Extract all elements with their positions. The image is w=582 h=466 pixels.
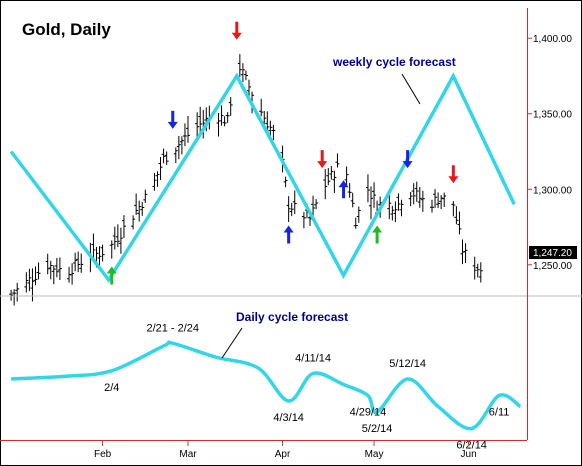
weekly-cycle-forecast-line	[9, 72, 516, 283]
x-tick-label: Mar	[179, 449, 197, 460]
cycle-arrows	[106, 21, 459, 285]
cycle-annotation-label: 5/2/14	[362, 423, 393, 435]
cycle-annotation-label: 2/21 - 2/24	[146, 322, 199, 334]
daily-label-pointer	[221, 327, 243, 359]
x-tick-label: May	[365, 449, 384, 460]
price-chart-title: Gold, Daily	[22, 20, 111, 39]
y-tick-label: 1,350.00	[533, 110, 572, 121]
cycle-annotation-label: 6/11	[489, 407, 510, 419]
y-axis-ticks: 1,400.00 1,350.00 1,300.00 1,250.00	[527, 34, 572, 272]
cycle-annotation-label: 2/4	[104, 382, 119, 394]
cycle-annotation-label: 6/2/14	[456, 440, 487, 452]
cycle-arrow-blue	[283, 225, 294, 244]
y-tick-label: 1,400.00	[533, 34, 572, 45]
daily-cycle-forecast-line	[11, 340, 522, 431]
cycle-annotation-label: 4/11/14	[295, 353, 331, 365]
x-tick-label: Feb	[94, 449, 112, 460]
cycle-annotation-label: 5/12/14	[389, 358, 426, 370]
weekly-label-pointer	[401, 73, 421, 105]
cycle-annotation-label: 4/3/14	[273, 412, 304, 424]
cycle-arrow-green	[106, 266, 117, 285]
cycle-annotation-label: 4/29/14	[350, 407, 387, 419]
x-tick-label: Jun	[461, 449, 477, 460]
last-price-box	[529, 246, 577, 259]
x-axis-ticks: Feb Mar Apr May Jun	[94, 440, 477, 460]
x-tick-label: Apr	[275, 449, 291, 460]
price-bars	[9, 54, 483, 306]
cycle-arrow-blue	[167, 110, 178, 129]
cycle-panel: Daily cycle forecast 2/4 2/21 - 2/24 4/3/1…	[11, 310, 522, 452]
cycle-arrow-blue	[338, 180, 349, 199]
cycle-arrow-red	[231, 21, 242, 40]
cycle-arrow-red	[448, 165, 459, 184]
cycle-arrow-red	[317, 150, 328, 169]
weekly-cycle-forecast-label: weekly cycle forecast	[332, 55, 456, 69]
cycle-arrow-green	[372, 225, 383, 244]
y-tick-label: 1,250.00	[533, 261, 572, 272]
cycle-annotations: 2/4 2/21 - 2/24 4/3/14 4/11/14 4/29/14 5/2/14…	[104, 322, 509, 451]
last-price-label: 1,247.20	[533, 248, 572, 259]
daily-cycle-forecast-label: Daily cycle forecast	[236, 310, 348, 324]
y-tick-label: 1,300.00	[533, 185, 572, 196]
price-panel: Gold, Daily weekly cycle forecast 1,247.…	[9, 20, 577, 306]
cycle-arrow-blue	[402, 150, 413, 169]
